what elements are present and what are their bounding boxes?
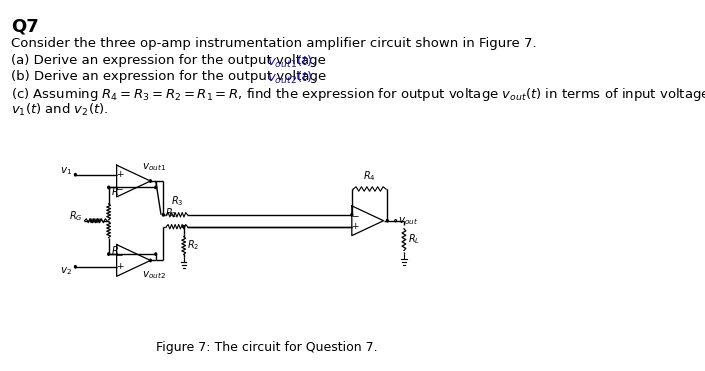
- Circle shape: [108, 253, 109, 255]
- Text: (b) Derive an expression for the output voltage: (b) Derive an expression for the output …: [11, 70, 331, 83]
- Text: Consider the three op-amp instrumentation amplifier circuit shown in Figure 7.: Consider the three op-amp instrumentatio…: [11, 37, 537, 50]
- Text: $-$: $-$: [350, 210, 359, 219]
- Circle shape: [386, 220, 388, 222]
- Text: Figure 7: The circuit for Question 7.: Figure 7: The circuit for Question 7.: [157, 341, 378, 354]
- Text: $R_L$: $R_L$: [408, 233, 421, 246]
- Text: Q7: Q7: [11, 17, 39, 35]
- Text: +: +: [116, 170, 123, 179]
- Text: $R_G$: $R_G$: [68, 209, 82, 223]
- Circle shape: [155, 186, 157, 188]
- Text: $v_{\mathit{out}1}$: $v_{\mathit{out}1}$: [142, 161, 166, 173]
- Text: $v_{\mathit{out}1}(t).$: $v_{\mathit{out}1}(t).$: [267, 54, 317, 70]
- Text: (a) Derive an expression for the output voltage: (a) Derive an expression for the output …: [11, 54, 331, 67]
- Circle shape: [162, 214, 164, 216]
- Circle shape: [183, 226, 185, 228]
- Text: $-$: $-$: [116, 250, 124, 259]
- Circle shape: [351, 214, 352, 216]
- Text: $v_{\mathit{out}2}$: $v_{\mathit{out}2}$: [142, 269, 166, 281]
- Circle shape: [108, 186, 109, 188]
- Text: $v_1$: $v_1$: [59, 165, 72, 177]
- Text: (c) Assuming $R_4 = R_3 = R_2 = R_1 = R$, find the expression for output voltage: (c) Assuming $R_4 = R_3 = R_2 = R_1 = R$…: [11, 86, 705, 103]
- Circle shape: [149, 180, 152, 182]
- Text: $R_2$: $R_2$: [188, 239, 200, 252]
- Text: $v_{\mathit{out}}$: $v_{\mathit{out}}$: [398, 215, 418, 227]
- Text: $R_1$: $R_1$: [165, 206, 177, 220]
- Text: $R$: $R$: [111, 186, 118, 197]
- Text: $-$: $-$: [116, 183, 124, 192]
- Circle shape: [75, 266, 76, 268]
- Text: +: +: [351, 222, 359, 231]
- Circle shape: [149, 259, 152, 262]
- Text: $R_3$: $R_3$: [171, 194, 183, 208]
- Circle shape: [155, 253, 157, 255]
- Text: $v_{\mathit{out}2}(t).$: $v_{\mathit{out}2}(t).$: [267, 70, 317, 86]
- Circle shape: [75, 174, 76, 176]
- Text: $R_4$: $R_4$: [363, 169, 376, 183]
- Text: $R$: $R$: [111, 244, 118, 256]
- Text: $v_1(t)$ and $v_2(t).$: $v_1(t)$ and $v_2(t).$: [11, 102, 109, 118]
- Text: +: +: [116, 262, 123, 271]
- Text: $v_2$: $v_2$: [60, 265, 72, 277]
